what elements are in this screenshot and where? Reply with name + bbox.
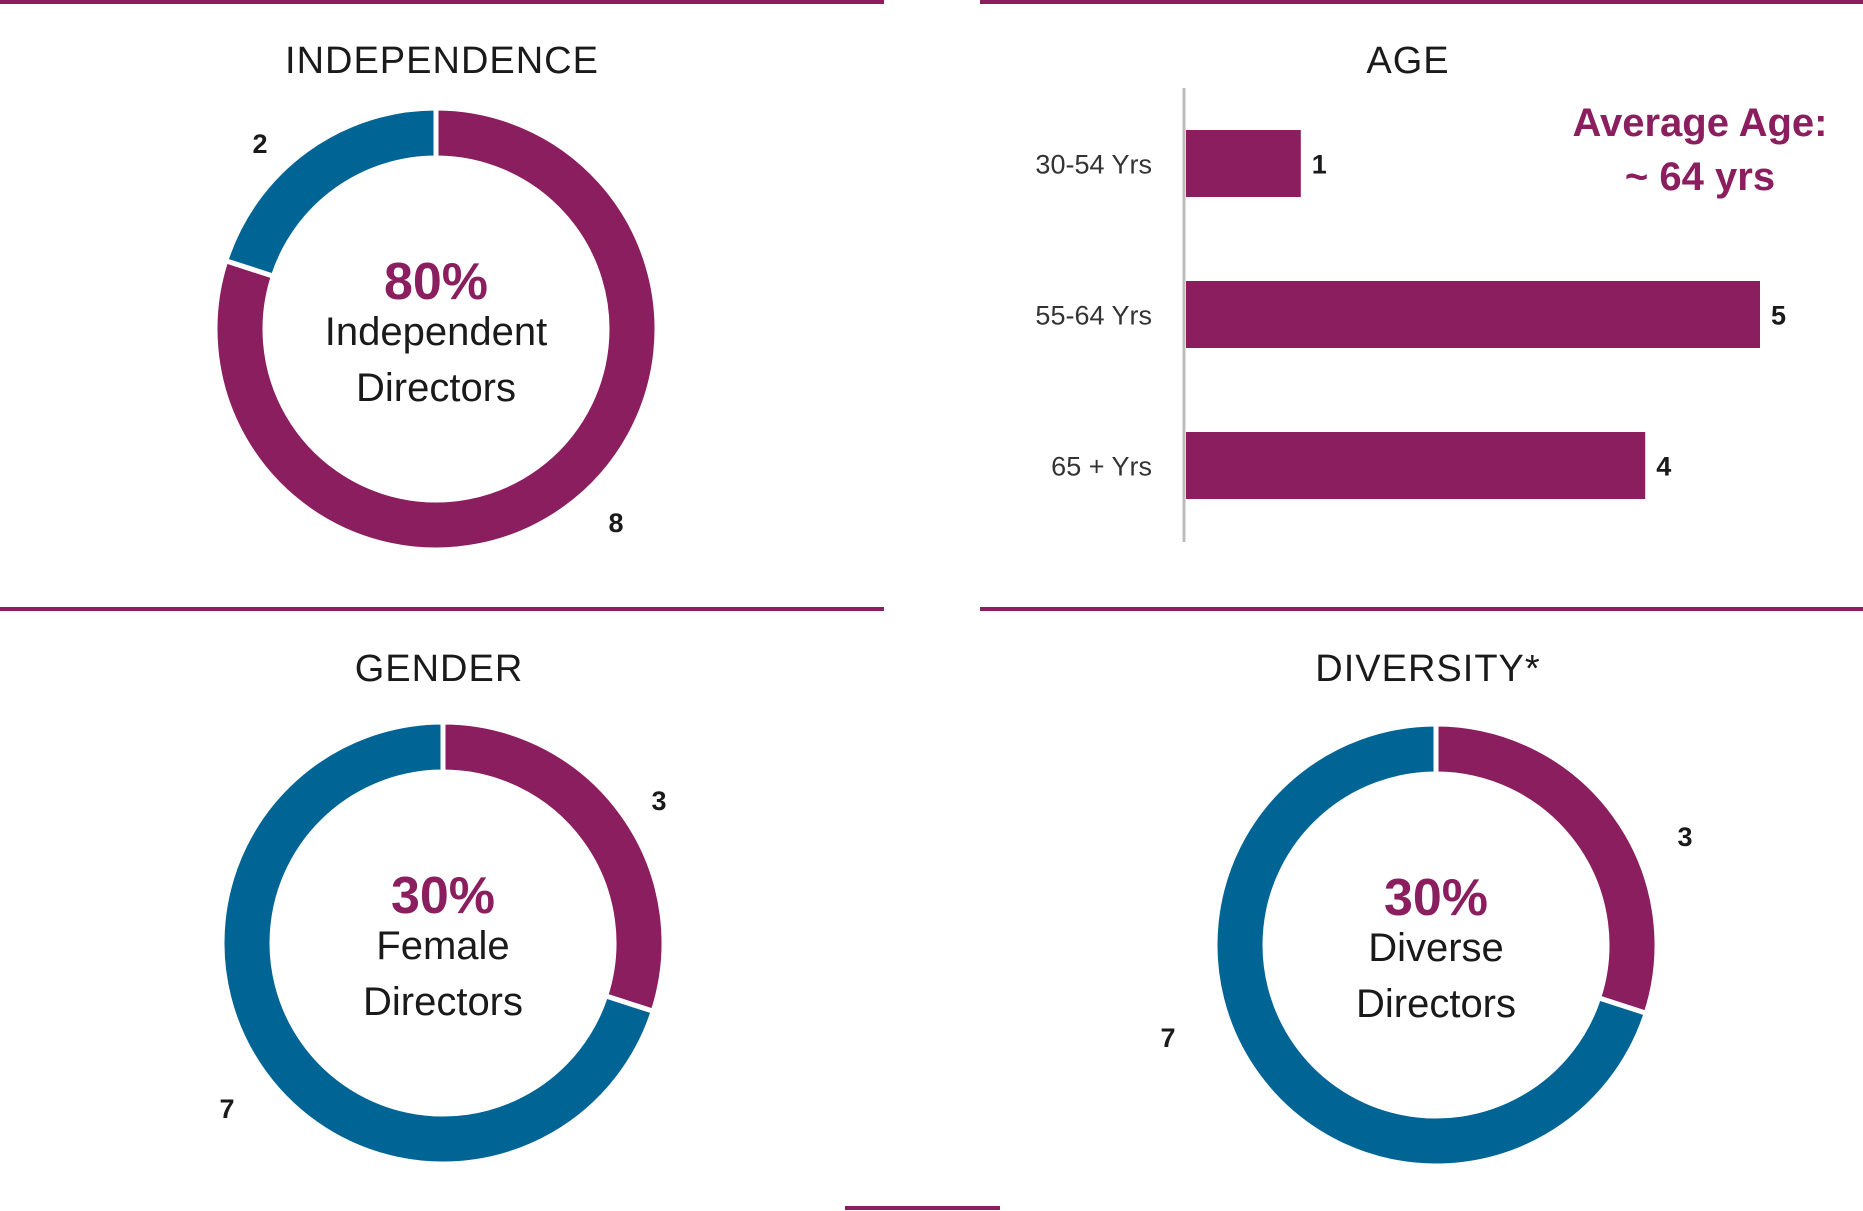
average-age-label: Average Age: bbox=[1572, 101, 1828, 145]
top-left-rule bbox=[0, 0, 884, 4]
diversity-center-label-line2: Directors bbox=[1356, 982, 1516, 1026]
age-category-label-1: 55-64 Yrs bbox=[1035, 301, 1152, 331]
independence-donut-chart: 8 2 80%Independent Directors bbox=[212, 105, 660, 553]
independence-center-label-line1: Independent bbox=[325, 310, 547, 354]
age-category-label-0: 30-54 Yrs bbox=[1035, 150, 1152, 180]
mid-right-rule bbox=[980, 607, 1863, 611]
independence-slice-independent bbox=[212, 105, 660, 553]
diversity-donut-chart: 3 7 30%Diverse Directors bbox=[1160, 721, 1693, 1169]
gender-center-label-line1: Female bbox=[376, 924, 509, 968]
independence-slice-not-independent bbox=[222, 105, 439, 280]
age-category-label-2: 65 + Yrs bbox=[1051, 452, 1152, 482]
age-bar-1 bbox=[1186, 281, 1760, 348]
mid-left-rule bbox=[0, 607, 884, 611]
gender-center-label-line2: Directors bbox=[363, 980, 523, 1024]
diversity-value-label-1: 7 bbox=[1160, 1023, 1175, 1053]
bottom-rule bbox=[845, 1206, 1000, 1210]
diversity-center-percent: 30% bbox=[1384, 869, 1488, 927]
age-bar-chart: 30-54 Yrs 1 55-64 Yrs 5 65 + Yrs 4 bbox=[1035, 88, 1786, 542]
independence-center-label-line2: Directors bbox=[356, 366, 516, 410]
independence-center-percent: 80% bbox=[384, 253, 488, 311]
gender-title: GENDER bbox=[354, 648, 524, 690]
age-title: AGE bbox=[1366, 40, 1450, 82]
diversity-title: DIVERSITY* bbox=[1315, 648, 1541, 690]
diversity-value-label-0: 3 bbox=[1677, 822, 1692, 852]
independence-title: INDEPENDENCE bbox=[285, 40, 599, 82]
diversity-slice-not-diverse bbox=[1212, 721, 1650, 1169]
age-value-label-2: 4 bbox=[1656, 452, 1671, 482]
independence-value-label-0: 8 bbox=[608, 508, 623, 538]
age-bar-0 bbox=[1186, 130, 1301, 197]
top-right-rule bbox=[980, 0, 1863, 4]
diversity-center-label-line1: Diverse bbox=[1368, 926, 1504, 970]
age-value-label-0: 1 bbox=[1312, 150, 1327, 180]
gender-center-percent: 30% bbox=[391, 867, 495, 925]
gender-slice-male bbox=[219, 719, 657, 1167]
age-value-label-1: 5 bbox=[1771, 301, 1786, 331]
average-age-annotation: Average Age: ~ 64 yrs bbox=[1550, 96, 1850, 204]
gender-value-label-1: 7 bbox=[219, 1094, 234, 1124]
gender-donut-chart: 3 7 30%Female Directors bbox=[219, 719, 667, 1167]
independence-value-label-1: 2 bbox=[252, 129, 267, 159]
average-age-value: ~ 64 yrs bbox=[1624, 155, 1776, 199]
age-bar-2 bbox=[1186, 432, 1646, 499]
gender-value-label-0: 3 bbox=[651, 786, 666, 816]
